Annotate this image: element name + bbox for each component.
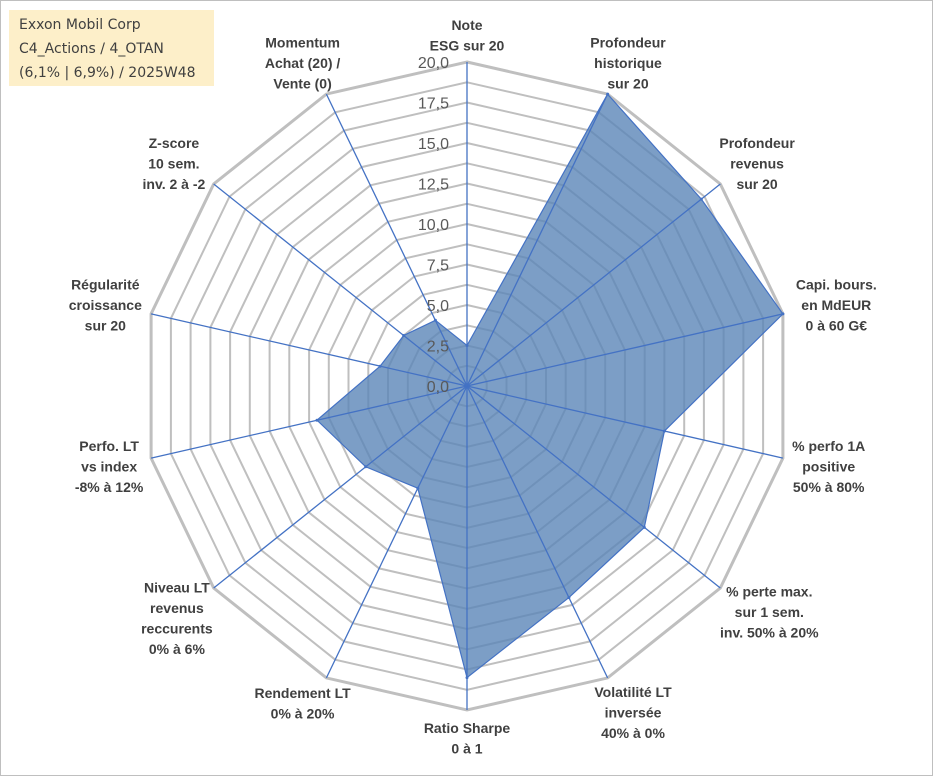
category-label-line: sur 20 — [85, 318, 126, 334]
axis-spoke — [466, 183, 721, 387]
category-label: Volatilité LT inversée 40% à 0% — [594, 684, 672, 741]
category-label-line: Momentum — [265, 34, 340, 50]
category-label-line: 0% à 20% — [271, 706, 335, 722]
category-label-line: inversée — [605, 705, 662, 721]
category-label-line: 50% à 80% — [793, 479, 865, 495]
category-label-line: 0% à 6% — [149, 641, 206, 657]
category-label: Rendement LT 0% à 20% — [254, 685, 351, 722]
radial-tick-label: 20,0 — [418, 55, 449, 72]
axis-spoke — [466, 313, 784, 387]
radial-tick-label: 10,0 — [418, 217, 449, 234]
radial-tick-label: 5,0 — [427, 298, 449, 315]
category-label: Profondeur revenus sur 20 — [719, 135, 795, 192]
axis-spoke — [213, 385, 468, 589]
axis-spoke — [466, 385, 609, 679]
axis-spoke — [325, 385, 468, 679]
radial-tick-label: 17,5 — [418, 96, 449, 113]
category-label: Ratio Sharpe 0 à 1 — [424, 720, 511, 757]
category-label: Z-score 10 sem. inv. 2 à -2 — [143, 135, 206, 192]
period-label: (6,1% | 6,9%) / 2025W48 — [19, 65, 196, 81]
category-label-line: -8% à 12% — [75, 479, 144, 495]
category-label-line: Volatilité LT — [594, 684, 672, 700]
category-label-line: Régularité — [71, 277, 140, 293]
category-label-line: revenus — [730, 156, 784, 172]
axis-spoke — [150, 313, 468, 387]
info-box: Exxon Mobil Corp C4_Actions / 4_OTAN (6,… — [9, 10, 214, 86]
category-label-line: sur 20 — [736, 176, 777, 192]
category-label-line: Profondeur — [719, 135, 795, 151]
radial-tick-label: 0,0 — [427, 379, 449, 396]
radial-tick-label: 2,5 — [427, 339, 449, 356]
category-label-line: Niveau LT — [144, 580, 210, 596]
radial-tick-label: 12,5 — [418, 177, 449, 194]
radial-tick-label: 7,5 — [427, 258, 449, 275]
category-label-line: reccurents — [141, 621, 213, 637]
category-label: Profondeur historique sur 20 — [590, 34, 666, 91]
category-label-line: inv. 2 à -2 — [143, 176, 206, 192]
category-label-line: Perfo. LT — [79, 438, 139, 454]
category-label-line: revenus — [150, 600, 204, 616]
category-label-line: % perte max. — [726, 583, 812, 599]
axis-spoke — [466, 93, 609, 387]
category-label-line: Rendement LT — [254, 685, 351, 701]
company-name: Exxon Mobil Corp — [19, 17, 141, 33]
axis-spoke — [466, 385, 721, 589]
category-label-line: Achat (20) / — [265, 55, 341, 71]
category-label-line: Note — [451, 17, 482, 33]
category-label-line: 40% à 0% — [601, 725, 665, 741]
category-label-line: inv. 50% à 20% — [720, 624, 819, 640]
category-label-line: ESG sur 20 — [430, 38, 505, 54]
category-label: Note ESG sur 20 — [430, 17, 505, 54]
category-label-line: en MdEUR — [801, 297, 871, 313]
category-label: Niveau LT revenus reccurents 0% à 6% — [141, 580, 213, 658]
category-label: Momentum Achat (20) / Vente (0) — [265, 34, 341, 91]
category-label-line: % perfo 1A — [792, 438, 865, 454]
category-label-line: sur 1 sem. — [735, 604, 804, 620]
category-label-line: historique — [594, 55, 662, 71]
category-label-line: Capi. bours. — [796, 277, 877, 293]
category-label-line: positive — [802, 459, 855, 475]
category-label-line: sur 20 — [607, 75, 648, 91]
category-label-line: croissance — [69, 297, 142, 313]
radial-tick-label: 15,0 — [418, 136, 449, 153]
category-label: % perte max. sur 1 sem. inv. 50% à 20% — [720, 583, 819, 640]
category-label-line: 0 à 60 G€ — [806, 318, 868, 334]
category-label-line: Z-score — [149, 135, 200, 151]
axis-spoke — [325, 93, 468, 387]
category-label: Capi. bours. en MdEUR 0 à 60 G€ — [796, 277, 877, 334]
category-label-line: Ratio Sharpe — [424, 720, 511, 736]
category-label: % perfo 1A positive 50% à 80% — [792, 438, 865, 495]
category-label-line: Vente (0) — [273, 75, 331, 91]
category-label: Perfo. LT vs index -8% à 12% — [75, 438, 144, 495]
axis-spoke — [213, 183, 468, 387]
category-label-line: 10 sem. — [148, 156, 199, 172]
portfolio-label: C4_Actions / 4_OTAN — [19, 41, 164, 57]
category-label-line: 0 à 1 — [451, 741, 482, 757]
category-label-line: Profondeur — [590, 34, 666, 50]
axis-spoke — [466, 385, 784, 459]
category-label: Régularité croissance sur 20 — [69, 277, 142, 334]
axis-spoke — [150, 385, 468, 459]
category-label-line: vs index — [81, 459, 137, 475]
